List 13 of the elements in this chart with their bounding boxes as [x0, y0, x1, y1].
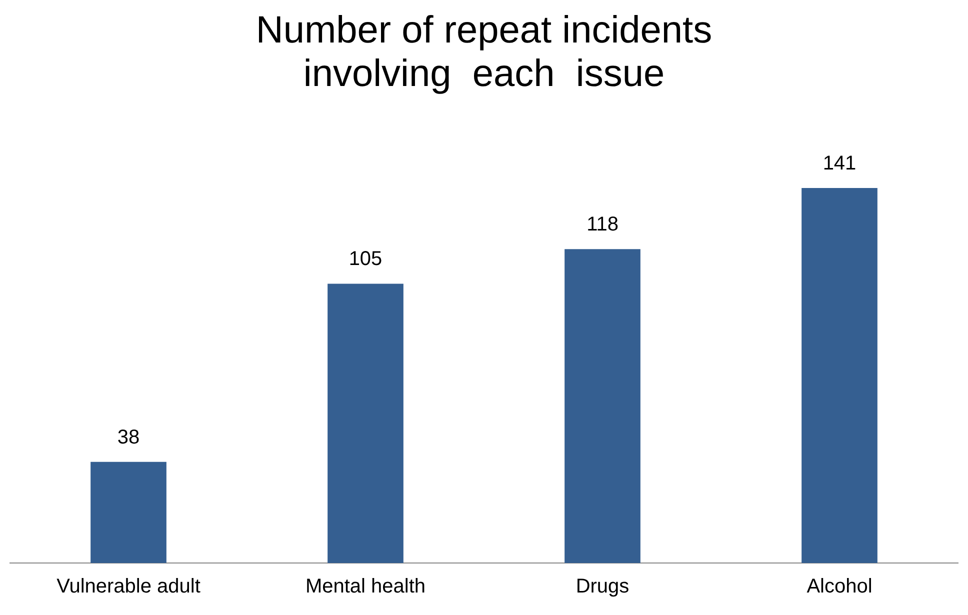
- chart-title: Number of repeat incidents involving each issue: [256, 9, 712, 96]
- x-tick-label: Alcohol: [806, 576, 872, 598]
- bar: [802, 188, 878, 563]
- data-label: 105: [348, 248, 382, 270]
- data-label: 118: [586, 214, 618, 236]
- data-label: 141: [822, 152, 856, 174]
- x-tick-label: Vulnerable adult: [56, 576, 201, 598]
- bar: [90, 462, 166, 563]
- x-tick-label: Mental health: [305, 576, 426, 598]
- data-label: 38: [117, 426, 140, 448]
- bar: [328, 284, 404, 563]
- x-tick-label: Drugs: [576, 576, 630, 598]
- bar: [564, 249, 640, 563]
